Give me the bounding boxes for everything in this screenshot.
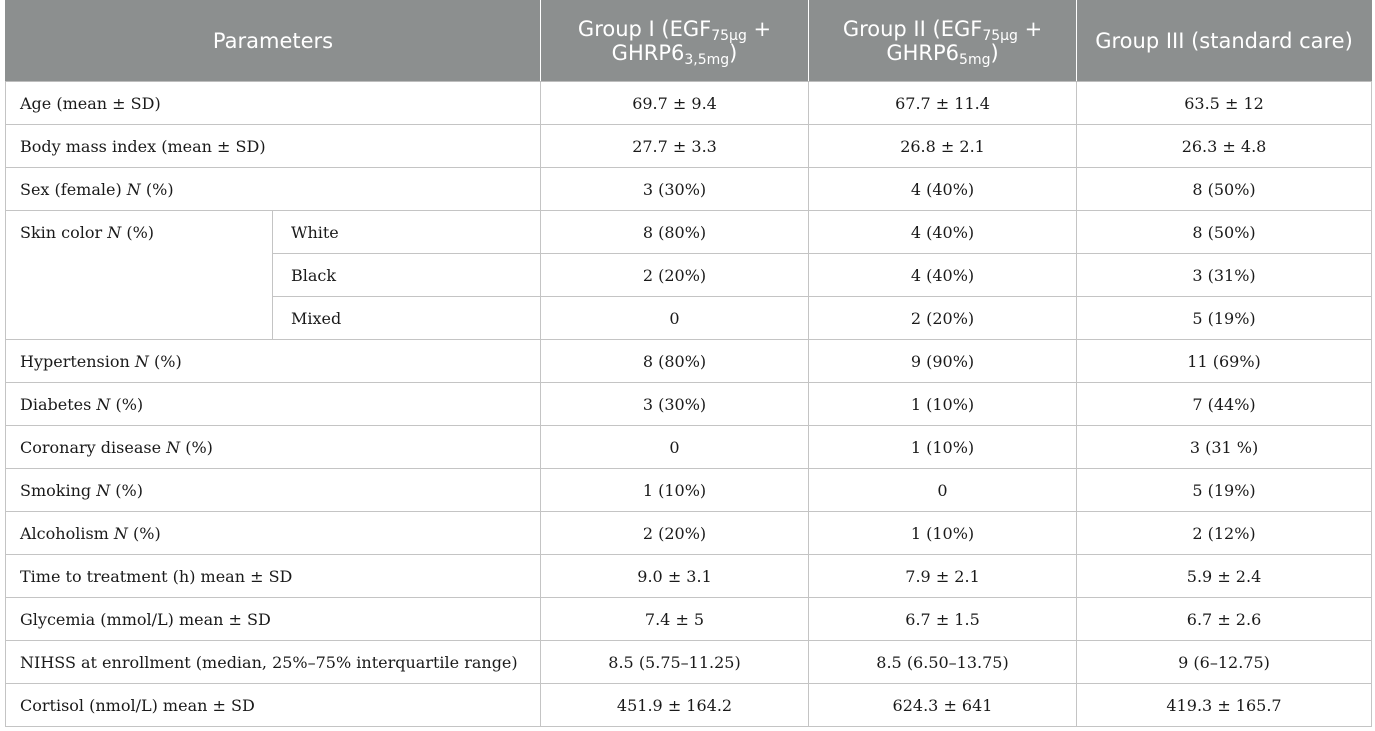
- header-group-2: Group II (EGF75µg + GHRP65mg): [808, 0, 1078, 82]
- cell-group-3: 5 (19%): [1076, 296, 1373, 340]
- cell-group-3: 6.7 ± 2.6: [1076, 597, 1373, 641]
- cell-group-1: 0: [540, 296, 810, 340]
- row-label-alcoholism: Alcoholism N (%): [4, 511, 542, 555]
- table-row: Smoking N (%) 1 (10%) 0 5 (19%): [4, 468, 1373, 512]
- table-row: Coronary disease N (%) 0 1 (10%) 3 (31 %…: [4, 425, 1373, 469]
- table-row: Body mass index (mean ± SD) 27.7 ± 3.3 2…: [4, 124, 1373, 168]
- cell-group-2: 4 (40%): [808, 167, 1078, 211]
- cell-group-3: 63.5 ± 12: [1076, 81, 1373, 125]
- table-row: Time to treatment (h) mean ± SD 9.0 ± 3.…: [4, 554, 1373, 598]
- cell-group-1: 27.7 ± 3.3: [540, 124, 810, 168]
- sub-label-white: White: [271, 210, 542, 254]
- cell-group-2: 1 (10%): [808, 425, 1078, 469]
- header-group-3: Group III (standard care): [1076, 0, 1373, 82]
- row-label-coronary-disease: Coronary disease N (%): [4, 425, 542, 469]
- sub-label-black: Black: [271, 253, 542, 297]
- cell-group-3: 3 (31%): [1076, 253, 1373, 297]
- table-row: Skin color N (%) White 8 (80%) 4 (40%) 8…: [5, 210, 1373, 340]
- cell-group-2: 4 (40%): [808, 210, 1078, 254]
- cell-group-2: 8.5 (6.50–13.75): [808, 640, 1078, 684]
- cell-group-2: 26.8 ± 2.1: [808, 124, 1078, 168]
- cell-group-2: 9 (90%): [808, 339, 1078, 383]
- cell-group-3: 5 (19%): [1076, 468, 1373, 512]
- row-label-skin-color: Skin color N (%): [5, 210, 273, 340]
- table-row: Glycemia (mmol/L) mean ± SD 7.4 ± 5 6.7 …: [4, 597, 1373, 641]
- cell-group-3: 26.3 ± 4.8: [1076, 124, 1373, 168]
- cell-group-2: 624.3 ± 641: [808, 683, 1078, 727]
- cell-group-2: 1 (10%): [808, 382, 1078, 426]
- cell-group-1: 2 (20%): [540, 511, 810, 555]
- cell-group-1: 8 (80%): [540, 210, 810, 254]
- row-label-diabetes: Diabetes N (%): [4, 382, 542, 426]
- cell-group-2: 67.7 ± 11.4: [808, 81, 1078, 125]
- cell-group-3: 419.3 ± 165.7: [1076, 683, 1373, 727]
- cell-group-2: 6.7 ± 1.5: [808, 597, 1078, 641]
- cell-group-3: 8 (50%): [1076, 210, 1373, 254]
- cell-group-1: 3 (30%): [540, 167, 810, 211]
- cell-group-3: 3 (31 %): [1076, 425, 1373, 469]
- row-label-age: Age (mean ± SD): [4, 81, 542, 125]
- row-label-bmi: Body mass index (mean ± SD): [4, 124, 542, 168]
- cell-group-3: 5.9 ± 2.4: [1076, 554, 1373, 598]
- table-row: Hypertension N (%) 8 (80%) 9 (90%) 11 (6…: [4, 339, 1373, 383]
- row-label-smoking: Smoking N (%): [4, 468, 542, 512]
- cell-group-1: 0: [540, 425, 810, 469]
- cell-group-3: 8 (50%): [1076, 167, 1373, 211]
- header-group-1: Group I (EGF75µg + GHRP63,5mg): [540, 0, 810, 82]
- table-row: NIHSS at enrollment (median, 25%–75% int…: [4, 640, 1373, 684]
- row-label-sex: Sex (female) N (%): [4, 167, 542, 211]
- cell-group-2: 2 (20%): [808, 296, 1078, 340]
- table-row: Sex (female) N (%) 3 (30%) 4 (40%) 8 (50…: [4, 167, 1373, 211]
- cell-group-2: 0: [808, 468, 1078, 512]
- row-label-nihss: NIHSS at enrollment (median, 25%–75% int…: [4, 640, 542, 684]
- row-label-cortisol: Cortisol (nmol/L) mean ± SD: [4, 683, 542, 727]
- cell-group-3: 11 (69%): [1076, 339, 1373, 383]
- cell-group-1: 9.0 ± 3.1: [540, 554, 810, 598]
- cell-group-2: 7.9 ± 2.1: [808, 554, 1078, 598]
- table-row: Diabetes N (%) 3 (30%) 1 (10%) 7 (44%): [4, 382, 1373, 426]
- cell-group-3: 9 (6–12.75): [1076, 640, 1373, 684]
- row-label-hypertension: Hypertension N (%): [4, 339, 542, 383]
- sub-label-mixed: Mixed: [271, 296, 542, 340]
- table-row: Black 2 (20%) 4 (40%) 3 (31%): [6, 253, 1373, 297]
- table-row: Alcoholism N (%) 2 (20%) 1 (10%) 2 (12%): [4, 511, 1373, 555]
- cell-group-1: 451.9 ± 164.2: [540, 683, 810, 727]
- row-label-glycemia: Glycemia (mmol/L) mean ± SD: [4, 597, 542, 641]
- cell-group-2: 1 (10%): [808, 511, 1078, 555]
- table-row: Cortisol (nmol/L) mean ± SD 451.9 ± 164.…: [4, 683, 1373, 727]
- table-row: Age (mean ± SD) 69.7 ± 9.4 67.7 ± 11.4 6…: [4, 81, 1373, 125]
- cell-group-1: 1 (10%): [540, 468, 810, 512]
- table-row: Mixed 0 2 (20%) 5 (19%): [6, 296, 1373, 340]
- row-label-time-to-treatment: Time to treatment (h) mean ± SD: [4, 554, 542, 598]
- cell-group-3: 2 (12%): [1076, 511, 1373, 555]
- cell-group-3: 7 (44%): [1076, 382, 1373, 426]
- header-parameters: Parameters: [4, 0, 542, 82]
- cell-group-1: 3 (30%): [540, 382, 810, 426]
- cell-group-1: 69.7 ± 9.4: [540, 81, 810, 125]
- cell-group-1: 8.5 (5.75–11.25): [540, 640, 810, 684]
- table-header-row: Parameters Group I (EGF75µg + GHRP63,5mg…: [4, 0, 1373, 82]
- cell-group-1: 8 (80%): [540, 339, 810, 383]
- cell-group-1: 7.4 ± 5: [540, 597, 810, 641]
- cell-group-1: 2 (20%): [540, 253, 810, 297]
- baseline-characteristics-table: Parameters Group I (EGF75µg + GHRP63,5mg…: [4, 0, 1373, 727]
- cell-group-2: 4 (40%): [808, 253, 1078, 297]
